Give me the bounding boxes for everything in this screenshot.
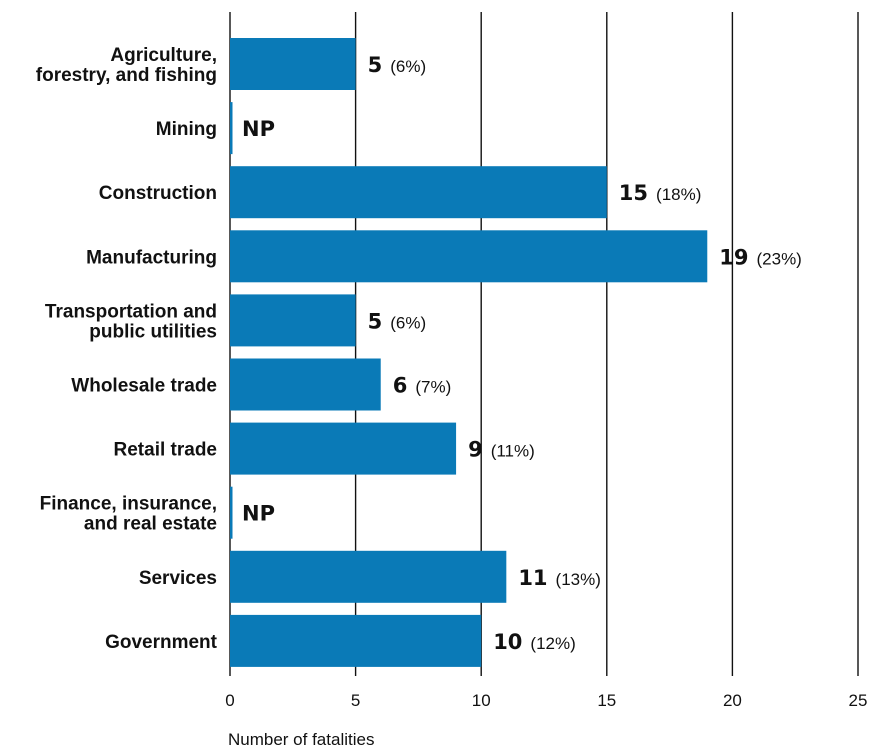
bar [230,230,708,283]
data-value-label: 19 [719,245,748,269]
data-value-label: 5 [368,309,383,333]
data-percent-label: (12%) [530,634,575,653]
data-percent-label: (6%) [390,313,426,332]
x-tick-label: 15 [597,691,616,710]
bar [230,102,233,155]
category-label: Mining [156,119,217,140]
data-percent-label: (13%) [556,570,601,589]
data-percent-label: (6%) [390,57,426,76]
category-label: forestry, and fishing [36,65,217,86]
data-label: 11 (13%) [518,566,601,590]
value-labels: 5 (6%) NP 15 (18%) 19 (23%) 5 (6%) 6 (7%) 9 (11%) NP 1… [242,53,802,654]
data-label: 9 (11%) [468,438,535,462]
data-label: 5 (6%) [368,309,427,333]
category-labels: Agriculture,forestry, and fishing Mining C… [36,45,218,653]
data-label: 15 (18%) [619,181,702,205]
x-axis-title: Number of fatalities [228,730,374,746]
bar [230,422,457,475]
x-tick-label: 25 [849,691,868,710]
category-label: Construction [99,183,217,204]
data-percent-label: (7%) [415,378,451,397]
category-label: Transportation and [45,301,217,322]
data-value-label: 11 [518,566,547,590]
data-value-label: 5 [368,53,383,77]
data-label: 19 (23%) [719,245,802,269]
category-label: public utilities [89,321,217,342]
category-label: Services [139,568,217,589]
bar [230,166,607,219]
category-label: Manufacturing [86,247,217,268]
data-label: 6 (7%) [393,374,452,398]
bar [230,358,381,411]
data-label: 10 (12%) [493,630,576,654]
data-percent-label: (23%) [757,249,802,268]
x-tick-label: 20 [723,691,742,710]
x-tick-label: 5 [351,691,360,710]
category-label: Finance, insurance, [40,494,217,515]
x-tick-label: 10 [472,691,491,710]
bar [230,38,356,90]
data-percent-label: (18%) [656,185,701,204]
data-label: NP [242,502,275,526]
category-label: Wholesale trade [71,376,217,397]
data-value-label: 9 [468,438,483,462]
data-percent-label: (11%) [491,442,535,461]
bar [230,294,356,347]
x-tick-labels: 0 5 10 15 20 25 [225,691,867,710]
data-value-label: 10 [493,630,522,654]
data-value-label: NP [242,502,275,526]
category-label: and real estate [84,514,217,535]
category-label: Retail trade [114,440,217,461]
data-value-label: 15 [619,181,648,205]
data-value-label: 6 [393,374,408,398]
bar [230,550,507,603]
data-value-label: NP [242,117,275,141]
category-label: Government [105,632,218,653]
data-label: NP [242,117,275,141]
bars [230,38,708,667]
data-label: 5 (6%) [368,53,427,77]
category-label: Agriculture, [110,45,217,66]
bar [230,614,482,667]
bar [230,486,233,539]
x-tick-label: 0 [225,691,234,710]
